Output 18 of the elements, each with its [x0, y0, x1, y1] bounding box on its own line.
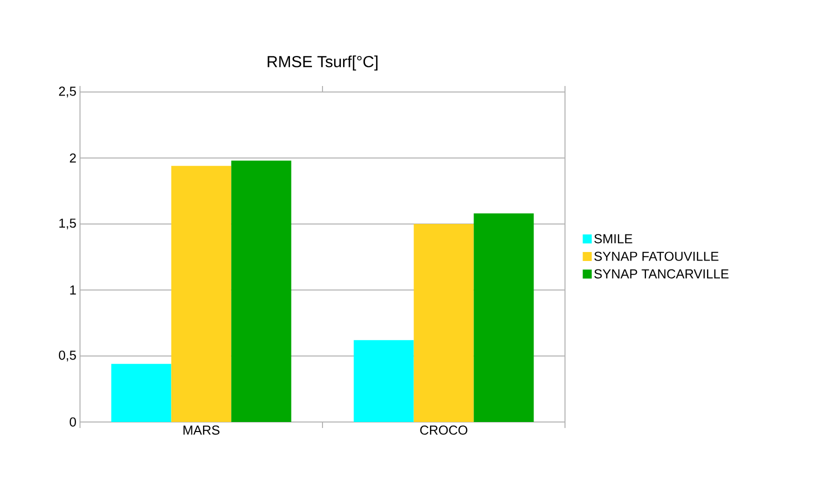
y-tick-label: 2,5: [59, 86, 76, 98]
bar: [231, 160, 292, 422]
legend-label: SYNAP TANCARVILLE: [594, 269, 729, 278]
legend-label: SYNAP FATOUVILLE: [594, 252, 718, 261]
y-tick-label: 2: [70, 153, 76, 163]
bar: [354, 340, 414, 422]
bar: [414, 224, 474, 422]
legend-label: SMILE: [594, 234, 632, 244]
chart-title: RMSE Tsurf[°C]: [268, 56, 378, 70]
bar: [171, 166, 232, 422]
y-tick-label: 0: [70, 417, 76, 427]
x-tick-label: CROCO: [420, 426, 468, 435]
bar: [474, 213, 534, 422]
x-tick-label: MARS: [184, 426, 220, 435]
y-tick-label: 1: [70, 286, 76, 294]
y-tick-label: 0,5: [58, 350, 76, 362]
y-tick-label: 1,5: [59, 218, 76, 230]
bar: [111, 364, 172, 422]
